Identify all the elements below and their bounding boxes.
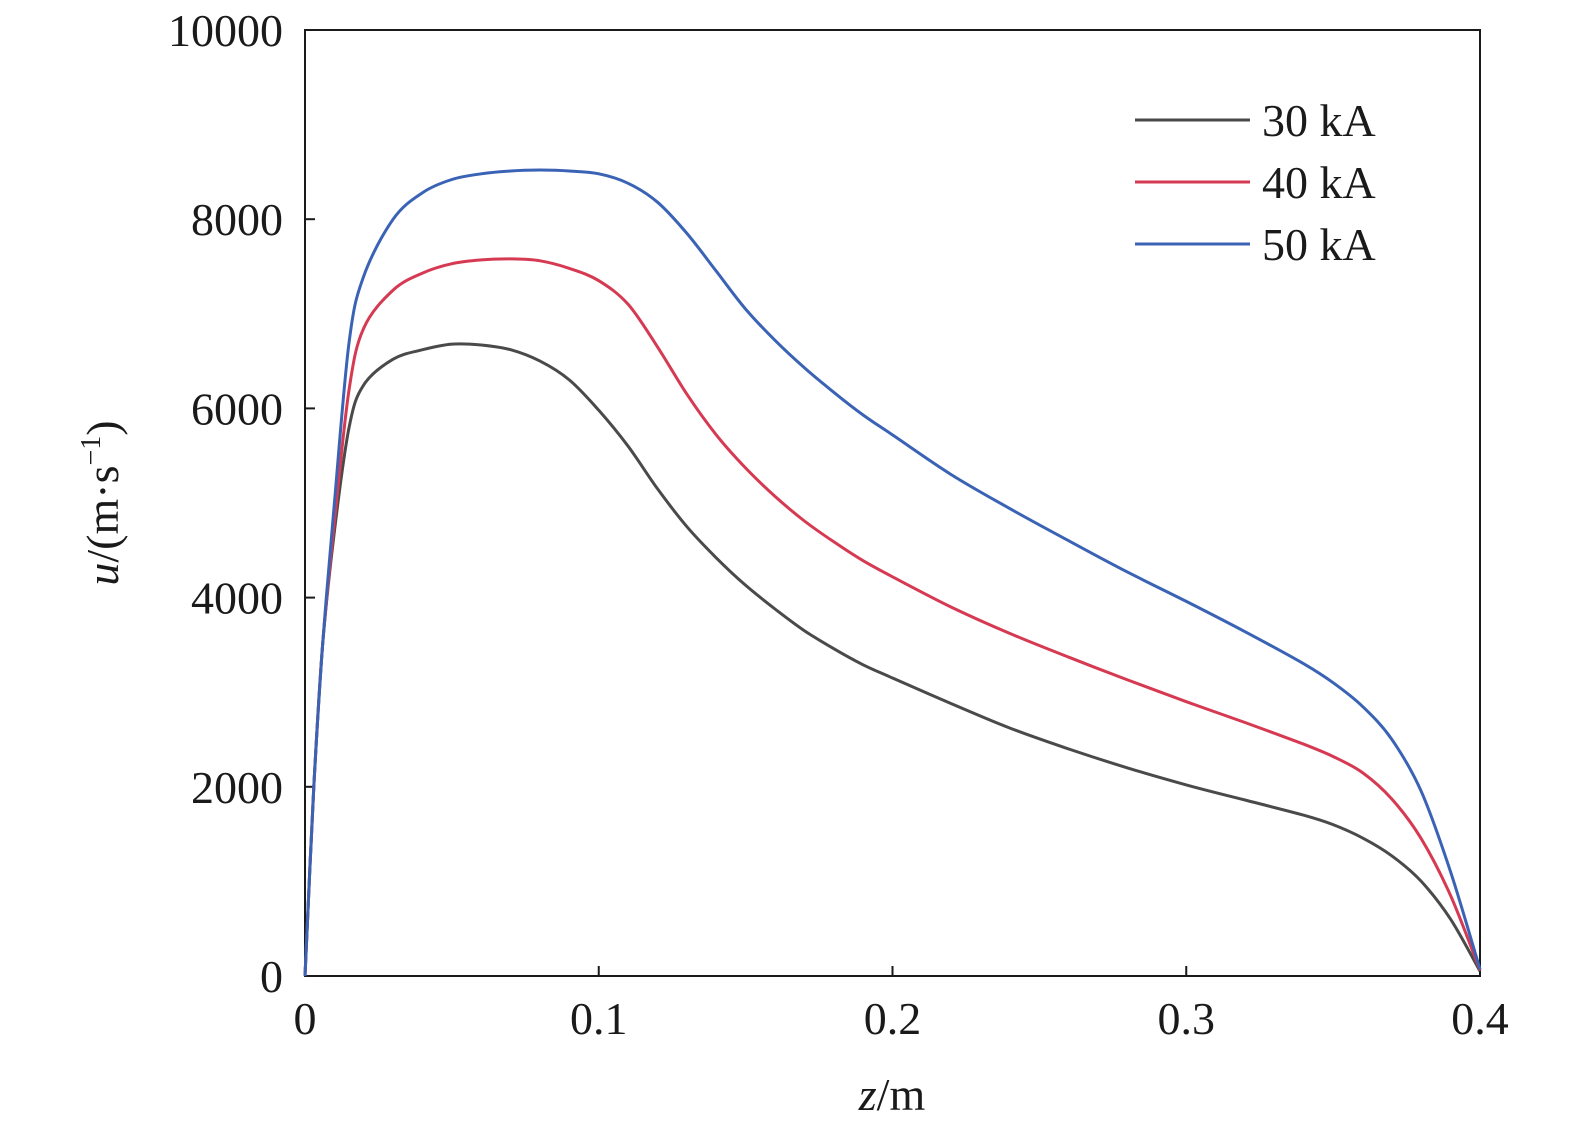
y-tick-label: 10000 bbox=[168, 5, 283, 56]
y-tick-label: 6000 bbox=[191, 383, 283, 434]
series-line-1 bbox=[303, 257, 1482, 977]
y-tick-label: 2000 bbox=[191, 762, 283, 813]
y-axis-title: u/(m·s−1) bbox=[76, 420, 128, 585]
series-line-2 bbox=[303, 168, 1482, 977]
y-axis-unit-close: ) bbox=[77, 420, 128, 435]
y-axis-unit-superscript: −1 bbox=[76, 436, 107, 466]
x-tick-label: 0.3 bbox=[1158, 993, 1216, 1044]
legend: 30 kA 40 kA 50 kA bbox=[1135, 95, 1376, 270]
y-tick-label: 8000 bbox=[191, 194, 283, 245]
x-tick-label: 0 bbox=[294, 993, 317, 1044]
y-tick-label: 0 bbox=[260, 951, 283, 1002]
series-lines bbox=[303, 168, 1482, 977]
x-axis-symbol: z bbox=[858, 1069, 877, 1120]
x-axis-unit: /m bbox=[877, 1069, 926, 1120]
series-line-0 bbox=[303, 342, 1482, 977]
x-tick-label: 0.1 bbox=[570, 993, 628, 1044]
y-tick-label: 4000 bbox=[191, 573, 283, 624]
legend-label-2: 50 kA bbox=[1262, 219, 1376, 270]
y-axis-ticks: 0 2000 4000 6000 8000 10000 bbox=[168, 5, 315, 1002]
x-tick-label: 0.2 bbox=[864, 993, 922, 1044]
legend-label-1: 40 kA bbox=[1262, 157, 1376, 208]
legend-label-0: 30 kA bbox=[1262, 95, 1376, 146]
x-axis-ticks: 0 0.1 0.2 0.3 0.4 bbox=[294, 966, 1509, 1044]
y-axis-unit: /(m·s bbox=[77, 466, 128, 563]
y-axis-symbol: u bbox=[77, 563, 128, 586]
x-tick-label: 0.4 bbox=[1451, 993, 1509, 1044]
x-axis-title: z/m bbox=[858, 1069, 926, 1120]
